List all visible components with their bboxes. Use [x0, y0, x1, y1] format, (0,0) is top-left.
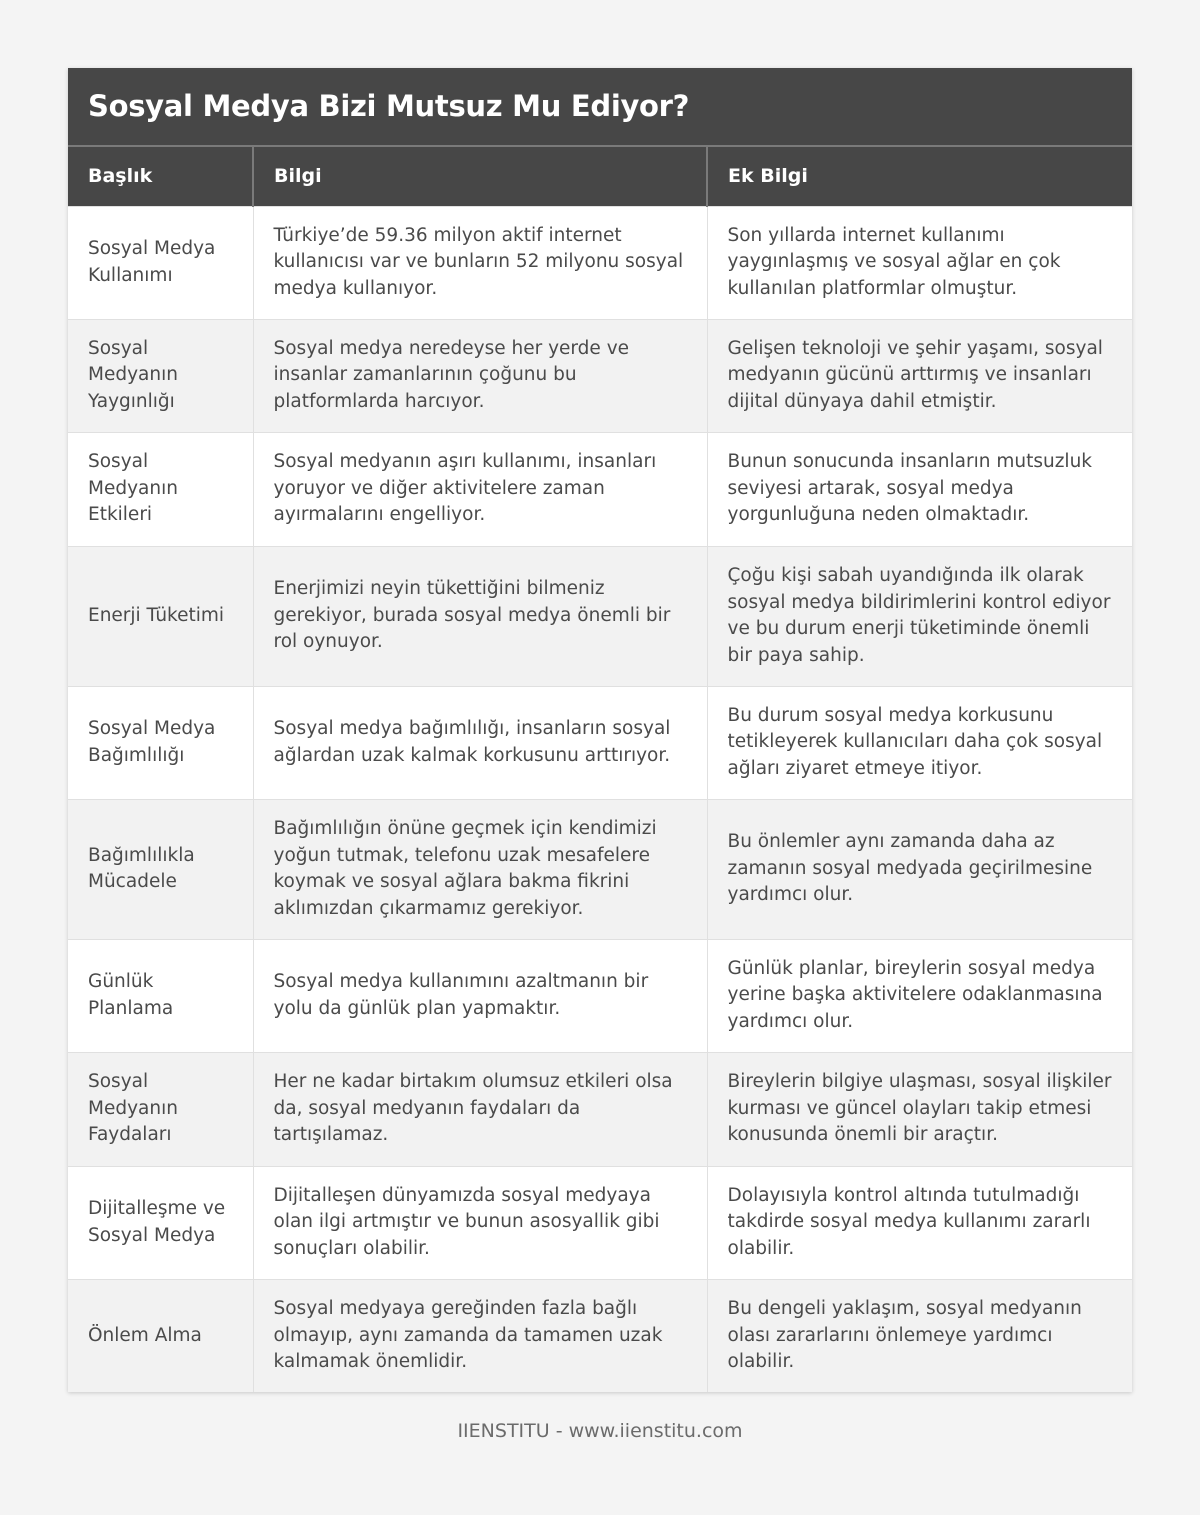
column-header-baslik: Başlık: [68, 145, 253, 206]
row-extra-info: Bireylerin bilgiye ulaşması, sosyal iliş…: [706, 1051, 1132, 1166]
row-info: Dijitalleşen dünyamızda sosyal medyaya o…: [252, 1165, 707, 1279]
row-extra-info: Çoğu kişi sabah uyandığında ilk olarak s…: [706, 545, 1132, 686]
row-extra-info: Son yıllarda internet kullanımı yaygınla…: [706, 205, 1132, 319]
row-extra-info: Bunun sonucunda insanların mutsuzluk sev…: [706, 431, 1132, 546]
table-row: Sosyal Medyanın Etkileri Sosyal medyanın …: [68, 431, 1132, 546]
row-info: Sosyal medyanın aşırı kullanımı, insanla…: [252, 431, 707, 546]
table-title: Sosyal Medya Bizi Mutsuz Mu Ediyor?: [68, 68, 1132, 145]
row-extra-info: Bu önlemler aynı zamanda daha az zamanın…: [706, 798, 1132, 939]
row-title: Sosyal Medya Bağımlılığı: [68, 685, 253, 799]
row-title: Enerji Tüketimi: [68, 545, 253, 686]
row-title: Dijitalleşme ve Sosyal Medya: [68, 1165, 253, 1279]
row-info: Her ne kadar birtakım olumsuz etkileri o…: [252, 1051, 707, 1166]
row-info: Sosyal medya kullanımını azaltmanın bir …: [252, 938, 707, 1052]
row-info: Bağımlılığın önüne geçmek için kendimizi…: [252, 798, 707, 939]
row-extra-info: Bu durum sosyal medya korkusunu tetikley…: [706, 685, 1132, 799]
table-row: Sosyal Medya Kullanımı Türkiye’de 59.36 m…: [68, 205, 1132, 319]
header-row: Başlık Bilgi Ek Bilgi: [68, 145, 1132, 206]
row-info: Sosyal medya neredeyse her yerde ve insa…: [252, 318, 707, 432]
row-extra-info: Günlük planlar, bireylerin sosyal medya …: [706, 938, 1132, 1052]
table-row: Dijitalleşme ve Sosyal Medya Dijitalleşen…: [68, 1165, 1132, 1279]
row-info: Sosyal medya bağımlılığı, insanların sos…: [252, 685, 707, 799]
row-info: Türkiye’de 59.36 milyon aktif internet k…: [252, 205, 707, 319]
table-row: Sosyal Medyanın Faydaları Her ne kadar bi…: [68, 1051, 1132, 1166]
row-title: Günlük Planlama: [68, 938, 253, 1052]
footer-credit: IIENSTITU - www.iienstitu.com: [457, 1420, 743, 1442]
table-row: Enerji Tüketimi Enerjimizi neyin tükettiğ…: [68, 545, 1132, 686]
row-title: Sosyal Medyanın Etkileri: [68, 431, 253, 546]
info-table: Başlık Bilgi Ek Bilgi Sosyal Medya Kulla…: [68, 145, 1132, 1392]
column-header-bilgi: Bilgi: [252, 145, 707, 206]
row-title: Sosyal Medyanın Yaygınlığı: [68, 318, 253, 432]
table-row: Önlem Alma Sosyal medyaya gereğinden fazl…: [68, 1278, 1132, 1392]
row-extra-info: Dolayısıyla kontrol altında tutulmadığı …: [706, 1165, 1132, 1279]
row-title: Önlem Alma: [68, 1278, 253, 1392]
table-row: Sosyal Medyanın Yaygınlığı Sosyal medya n…: [68, 318, 1132, 432]
info-table-card: Sosyal Medya Bizi Mutsuz Mu Ediyor? Başl…: [68, 68, 1132, 1392]
table-row: Sosyal Medya Bağımlılığı Sosyal medya bağ…: [68, 685, 1132, 799]
row-info: Sosyal medyaya gereğinden fazla bağlı ol…: [252, 1278, 707, 1392]
row-extra-info: Bu dengeli yaklaşım, sosyal medyanın ola…: [706, 1278, 1132, 1392]
row-title: Sosyal Medya Kullanımı: [68, 205, 253, 319]
row-title: Sosyal Medyanın Faydaları: [68, 1051, 253, 1166]
row-extra-info: Gelişen teknoloji ve şehir yaşamı, sosya…: [706, 318, 1132, 432]
row-info: Enerjimizi neyin tükettiğini bilmeniz ge…: [252, 545, 707, 686]
row-title: Bağımlılıkla Mücadele: [68, 798, 253, 939]
table-row: Bağımlılıkla Mücadele Bağımlılığın önüne …: [68, 798, 1132, 939]
column-header-ek-bilgi: Ek Bilgi: [706, 145, 1132, 206]
table-row: Günlük Planlama Sosyal medya kullanımını …: [68, 938, 1132, 1052]
